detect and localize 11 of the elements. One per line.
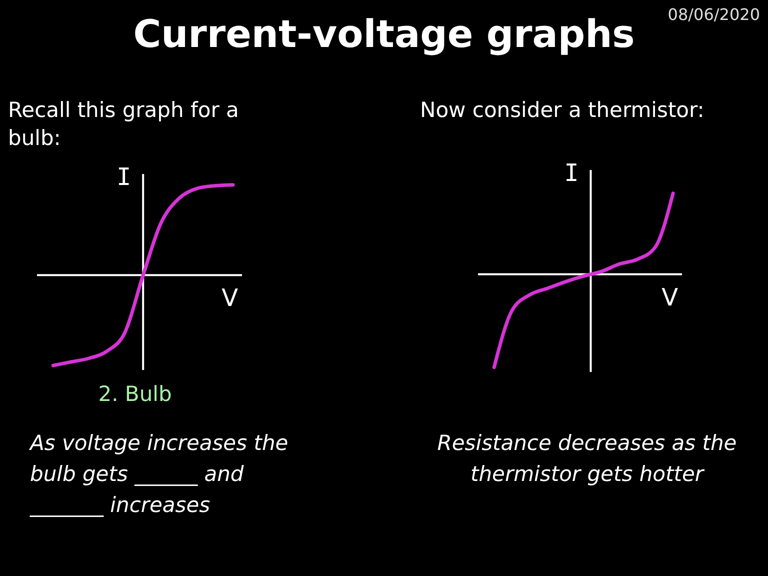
text: 2. Bulb — [97, 382, 173, 406]
chart-subtitle: Recall this graph for a bulb: — [8, 97, 240, 152]
text: Resistance decreases as the thermistor gets hotter — [436, 430, 738, 488]
text: As voltage increases the bulb gets ______ and _______ increases — [30, 430, 290, 519]
text: Current-voltage graphs — [133, 12, 635, 56]
x-axis-title: V — [662, 283, 679, 312]
x-axis-title: V — [222, 284, 239, 312]
y-axis-title: I — [564, 159, 579, 187]
y-axis-title: I — [116, 163, 132, 191]
chart-subtitle: Now consider a thermistor: — [420, 97, 706, 124]
text: 08/06/2020 — [666, 5, 760, 24]
